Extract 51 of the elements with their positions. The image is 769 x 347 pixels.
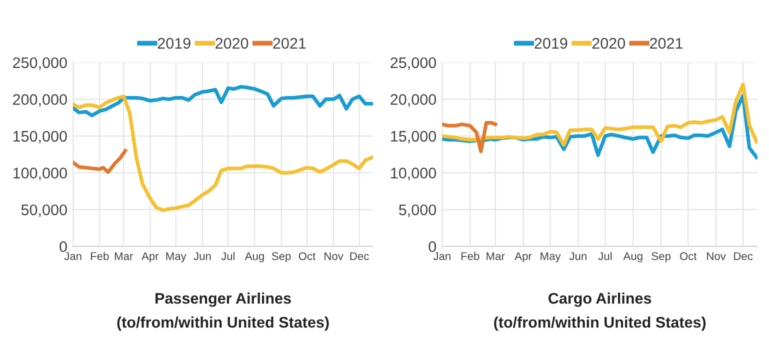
y-tick-label: 15,000 — [391, 130, 436, 144]
x-tick-label: Aug — [244, 252, 264, 262]
line-series — [442, 82, 758, 147]
x-tick-label: Jul — [598, 252, 612, 260]
x-tick-label: Oct — [298, 252, 316, 260]
x-tick-label: Mar — [114, 252, 133, 260]
x-tick-label: Sep — [652, 252, 670, 262]
y-tick-label: 10,000 — [391, 168, 436, 180]
legend-label: 2021 — [650, 38, 683, 49]
legend-label: 2020 — [216, 38, 248, 49]
x-tick-label: Apr — [514, 252, 532, 262]
line-series — [442, 120, 498, 154]
legend-label: 2019 — [534, 38, 568, 49]
x-tick-label: Oct — [680, 252, 697, 260]
y-tick-label: 50,000 — [21, 204, 67, 218]
x-tick-label: Feb — [461, 252, 480, 260]
text: Passenger Airlines — [156, 292, 291, 307]
y-tick-label: 200,000 — [13, 94, 67, 107]
x-tick-label: Dec — [350, 252, 369, 260]
x-tick-label: Mar — [486, 252, 505, 260]
x-tick-label: Jun — [569, 252, 586, 260]
text: Cargo Airlines — [548, 292, 652, 307]
x-tick-label: May — [166, 252, 186, 262]
legend-label: 2020 — [592, 38, 625, 49]
y-tick-label: 250,000 — [13, 57, 67, 70]
x-tick-label: Nov — [707, 252, 726, 260]
y-tick-label: 0 — [428, 241, 436, 252]
legend-label: 2019 — [158, 38, 190, 49]
text: (to/from/within United States) — [494, 316, 706, 331]
line-series — [73, 84, 373, 118]
legend-label: 2021 — [273, 38, 306, 49]
x-tick-label: Aug — [623, 252, 642, 262]
y-tick-label: 0 — [60, 241, 67, 252]
x-tick-label: Apr — [142, 252, 159, 262]
y-tick-label: 20,000 — [390, 94, 436, 107]
y-tick-label: 150,000 — [13, 130, 67, 144]
x-tick-label: Jun — [194, 252, 211, 260]
x-tick-label: Dec — [734, 252, 753, 260]
line-series — [73, 148, 128, 174]
y-tick-label: 100,000 — [13, 168, 67, 180]
x-tick-label: Jan — [64, 252, 82, 260]
x-tick-label: Feb — [90, 252, 109, 260]
line-series — [73, 94, 373, 212]
x-tick-label: Sep — [272, 252, 291, 262]
y-tick-label: 5,000 — [399, 204, 436, 218]
x-tick-label: Nov — [324, 252, 344, 260]
text: (to/from/within United States) — [117, 316, 329, 331]
x-tick-label: Jul — [221, 252, 235, 260]
x-tick-label: Jan — [433, 252, 450, 260]
x-tick-label: May — [540, 252, 561, 262]
y-tick-label: 25,000 — [390, 57, 436, 70]
